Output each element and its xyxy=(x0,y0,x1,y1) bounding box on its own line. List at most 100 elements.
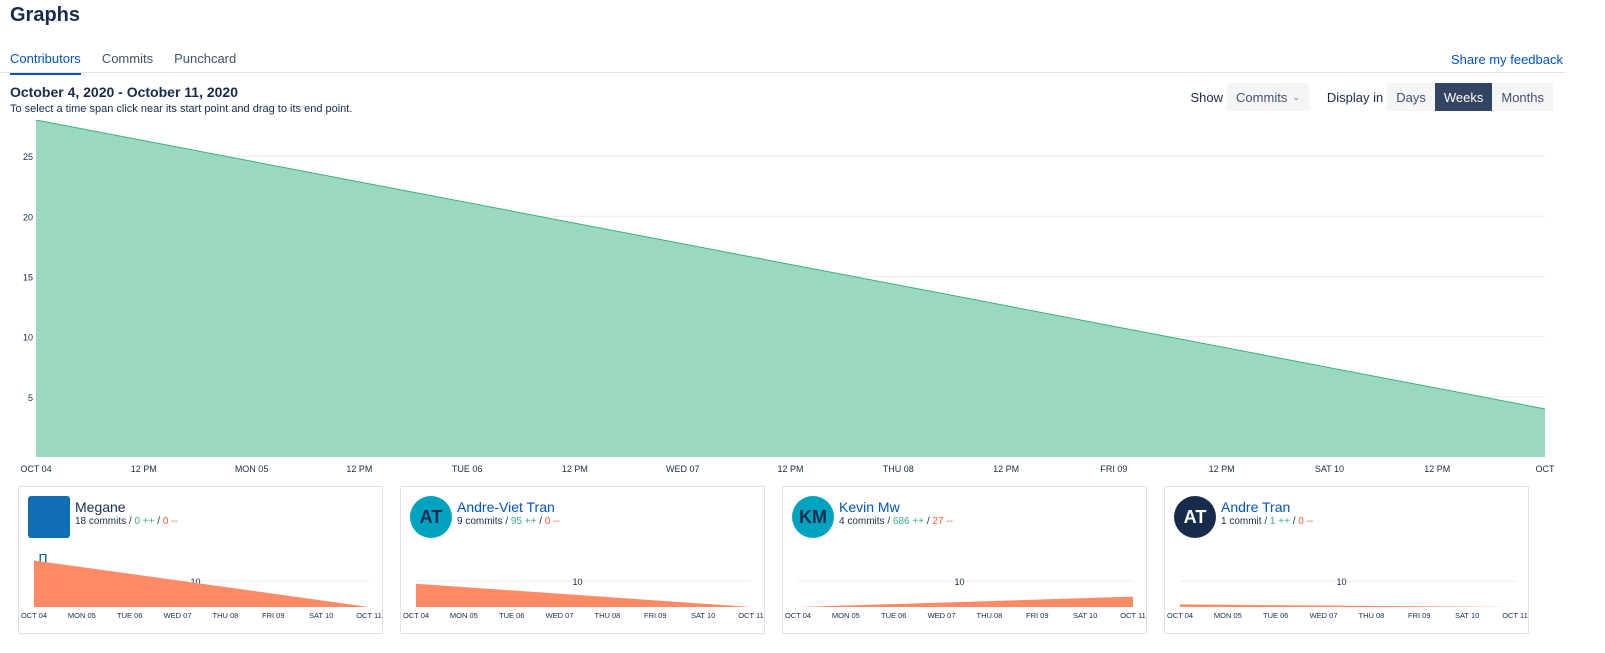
x-tick-label: 12 PM xyxy=(1424,464,1450,474)
x-tick-label: SAT 10 xyxy=(691,611,715,620)
show-label: Show xyxy=(1190,89,1224,105)
deletions-count: 27 -- xyxy=(932,516,953,527)
x-tick-label: SAT 10 xyxy=(1315,464,1344,474)
additions-count: 1 ++ xyxy=(1269,516,1290,527)
x-tick-label: OCT 04 xyxy=(1167,611,1193,620)
additions-count: 686 ++ xyxy=(892,516,925,527)
commits-line xyxy=(35,120,1546,410)
x-tick-label: 12 PM xyxy=(993,464,1019,474)
x-tick-label: MON 05 xyxy=(832,611,860,620)
tab-contributors[interactable]: Contributors xyxy=(10,51,81,75)
x-tick-label: FRI 09 xyxy=(1026,611,1049,620)
x-tick-label: FRI 09 xyxy=(644,611,667,620)
x-tick-label: OCT 11 xyxy=(1120,611,1146,620)
contributor-commits-area xyxy=(416,583,751,607)
x-tick-label: TUE 06 xyxy=(881,611,906,620)
commit-count: 9 commits xyxy=(457,516,503,527)
avatar-initials: AT xyxy=(419,506,443,527)
y-tick-label: 25 xyxy=(23,152,33,162)
contributor-name-link[interactable]: Andre-Viet Tran xyxy=(457,499,555,515)
avatar: AT xyxy=(410,496,452,538)
x-tick-label: MON 05 xyxy=(68,611,96,620)
additions-count: 0 ++ xyxy=(134,516,155,527)
y-tick-label: 20 xyxy=(23,212,33,222)
x-tick-label: WED 07 xyxy=(1310,611,1338,620)
contributor-card: Megane 18 commits / 0 ++ / 0 -- 10 OCT 04… xyxy=(18,486,383,634)
x-tick-label: WED 07 xyxy=(928,611,956,620)
x-tick-label: MON 05 xyxy=(235,464,269,474)
contributor-commits-area xyxy=(798,596,1133,607)
commit-count: 1 commit xyxy=(1221,516,1262,527)
x-tick-label: 12 PM xyxy=(562,464,588,474)
contributor-area-chart: 10 OCT 04 MON 05 TUE 06 WED 07 THU 08 FRI 09 SA… xyxy=(785,577,1146,620)
contributor-stats: 18 commits / 0 ++ / 0 -- xyxy=(75,516,178,527)
share-feedback-link[interactable]: Share my feedback xyxy=(1450,52,1563,67)
contributions-area-chart[interactable]: 5 10 15 20 25 OCT 04 12 PM MON 05 12 PM TUE 06 12 … xyxy=(0,120,1565,480)
x-tick-label: WED 07 xyxy=(546,611,574,620)
x-tick-label: TUE 06 xyxy=(499,611,524,620)
x-tick-label: THU 08 xyxy=(213,611,239,620)
x-tick-label: THU 08 xyxy=(883,464,914,474)
x-tick-label: 12 PM xyxy=(1209,464,1235,474)
contributor-card: AT Andre-Viet Tran 9 commits / 95 ++ / 0… xyxy=(400,486,765,634)
x-tick-label: SAT 10 xyxy=(1455,611,1479,620)
x-tick-label: OCT 04 xyxy=(21,611,47,620)
display-in-label: Display in xyxy=(1326,89,1384,105)
graph-controls: Show Commits ⌄ Display in Days Weeks Mon… xyxy=(1191,83,1553,111)
contributor-commits-area xyxy=(1180,604,1515,607)
contributor-area-chart: 10 OCT 04 MON 05 TUE 06 WED 07 THU 08 FRI 09 SA… xyxy=(1167,577,1528,620)
y-tick-label: 15 xyxy=(23,272,33,282)
deletions-count: 0 -- xyxy=(1298,516,1314,527)
contributor-name-link[interactable]: Kevin Mw xyxy=(839,499,900,515)
tab-bar: Contributors Commits Punchcard xyxy=(10,51,257,75)
page-title: Graphs xyxy=(10,4,81,26)
contributor-commits-area xyxy=(34,560,369,607)
x-tick-label: THU 08 xyxy=(977,611,1003,620)
contributor-stats: 4 commits / 686 ++ / 27 -- xyxy=(839,516,953,527)
x-tick-label: WED 07 xyxy=(666,464,700,474)
selection-hint: To select a time span click near its sta… xyxy=(10,103,353,115)
commits-area xyxy=(36,120,1545,457)
avatar-initials: AT xyxy=(1183,506,1207,527)
deletions-count: 0 -- xyxy=(162,516,178,527)
additions-count: 95 ++ xyxy=(510,516,537,527)
x-tick-label: 12 PM xyxy=(131,464,157,474)
x-tick-label: 12 PM xyxy=(777,464,803,474)
commit-count: 18 commits xyxy=(75,516,127,527)
y-tick-label: 10 xyxy=(190,577,200,587)
contributor-area-chart: 10 OCT 04 MON 05 TUE 06 WED 07 THU 08 FRI 09 SA… xyxy=(21,560,382,620)
x-tick-label: OCT xyxy=(1536,464,1556,474)
contributor-name-link[interactable]: Andre Tran xyxy=(1221,499,1291,515)
contributor-stats: 9 commits / 95 ++ / 0 -- xyxy=(457,516,560,527)
show-dropdown-value: Commits xyxy=(1236,89,1288,105)
deletions-count: 0 -- xyxy=(544,516,560,527)
show-dropdown[interactable]: Commits ⌄ xyxy=(1227,83,1309,111)
display-weeks-button[interactable]: Weeks xyxy=(1434,83,1493,111)
x-tick-label: OCT 04 xyxy=(20,464,51,474)
tab-commits[interactable]: Commits xyxy=(101,51,154,66)
avatar: KM xyxy=(792,496,834,538)
x-tick-label: WED 07 xyxy=(164,611,192,620)
contributor-area-chart: 10 OCT 04 MON 05 TUE 06 WED 07 THU 08 FRI 09 SA… xyxy=(403,577,764,620)
commit-count: 4 commits xyxy=(839,516,885,527)
tabs-divider xyxy=(0,72,1565,73)
x-tick-label: MON 05 xyxy=(450,611,478,620)
contributor-stats: 1 commit / 1 ++ / 0 -- xyxy=(1221,516,1314,527)
x-tick-label: TUE 06 xyxy=(1263,611,1288,620)
contributor-name: Megane xyxy=(75,499,126,515)
x-tick-label: FRI 09 xyxy=(1408,611,1431,620)
y-tick-label: 10 xyxy=(23,333,33,343)
x-tick-label: 12 PM xyxy=(346,464,372,474)
display-days-button[interactable]: Days xyxy=(1387,83,1435,111)
display-months-button[interactable]: Months xyxy=(1492,83,1553,111)
tab-punchcard[interactable]: Punchcard xyxy=(174,51,237,66)
x-tick-label: OCT 04 xyxy=(403,611,429,620)
display-toggle: Days Weeks Months xyxy=(1387,83,1553,111)
y-tick-label: 10 xyxy=(954,577,964,587)
y-tick-label: 10 xyxy=(1336,577,1346,587)
x-tick-label: FRI 09 xyxy=(262,611,285,620)
x-tick-label: TUE 06 xyxy=(452,464,483,474)
x-tick-label: OCT 11 xyxy=(356,611,382,620)
x-tick-label: THU 08 xyxy=(595,611,621,620)
avatar xyxy=(28,496,70,580)
